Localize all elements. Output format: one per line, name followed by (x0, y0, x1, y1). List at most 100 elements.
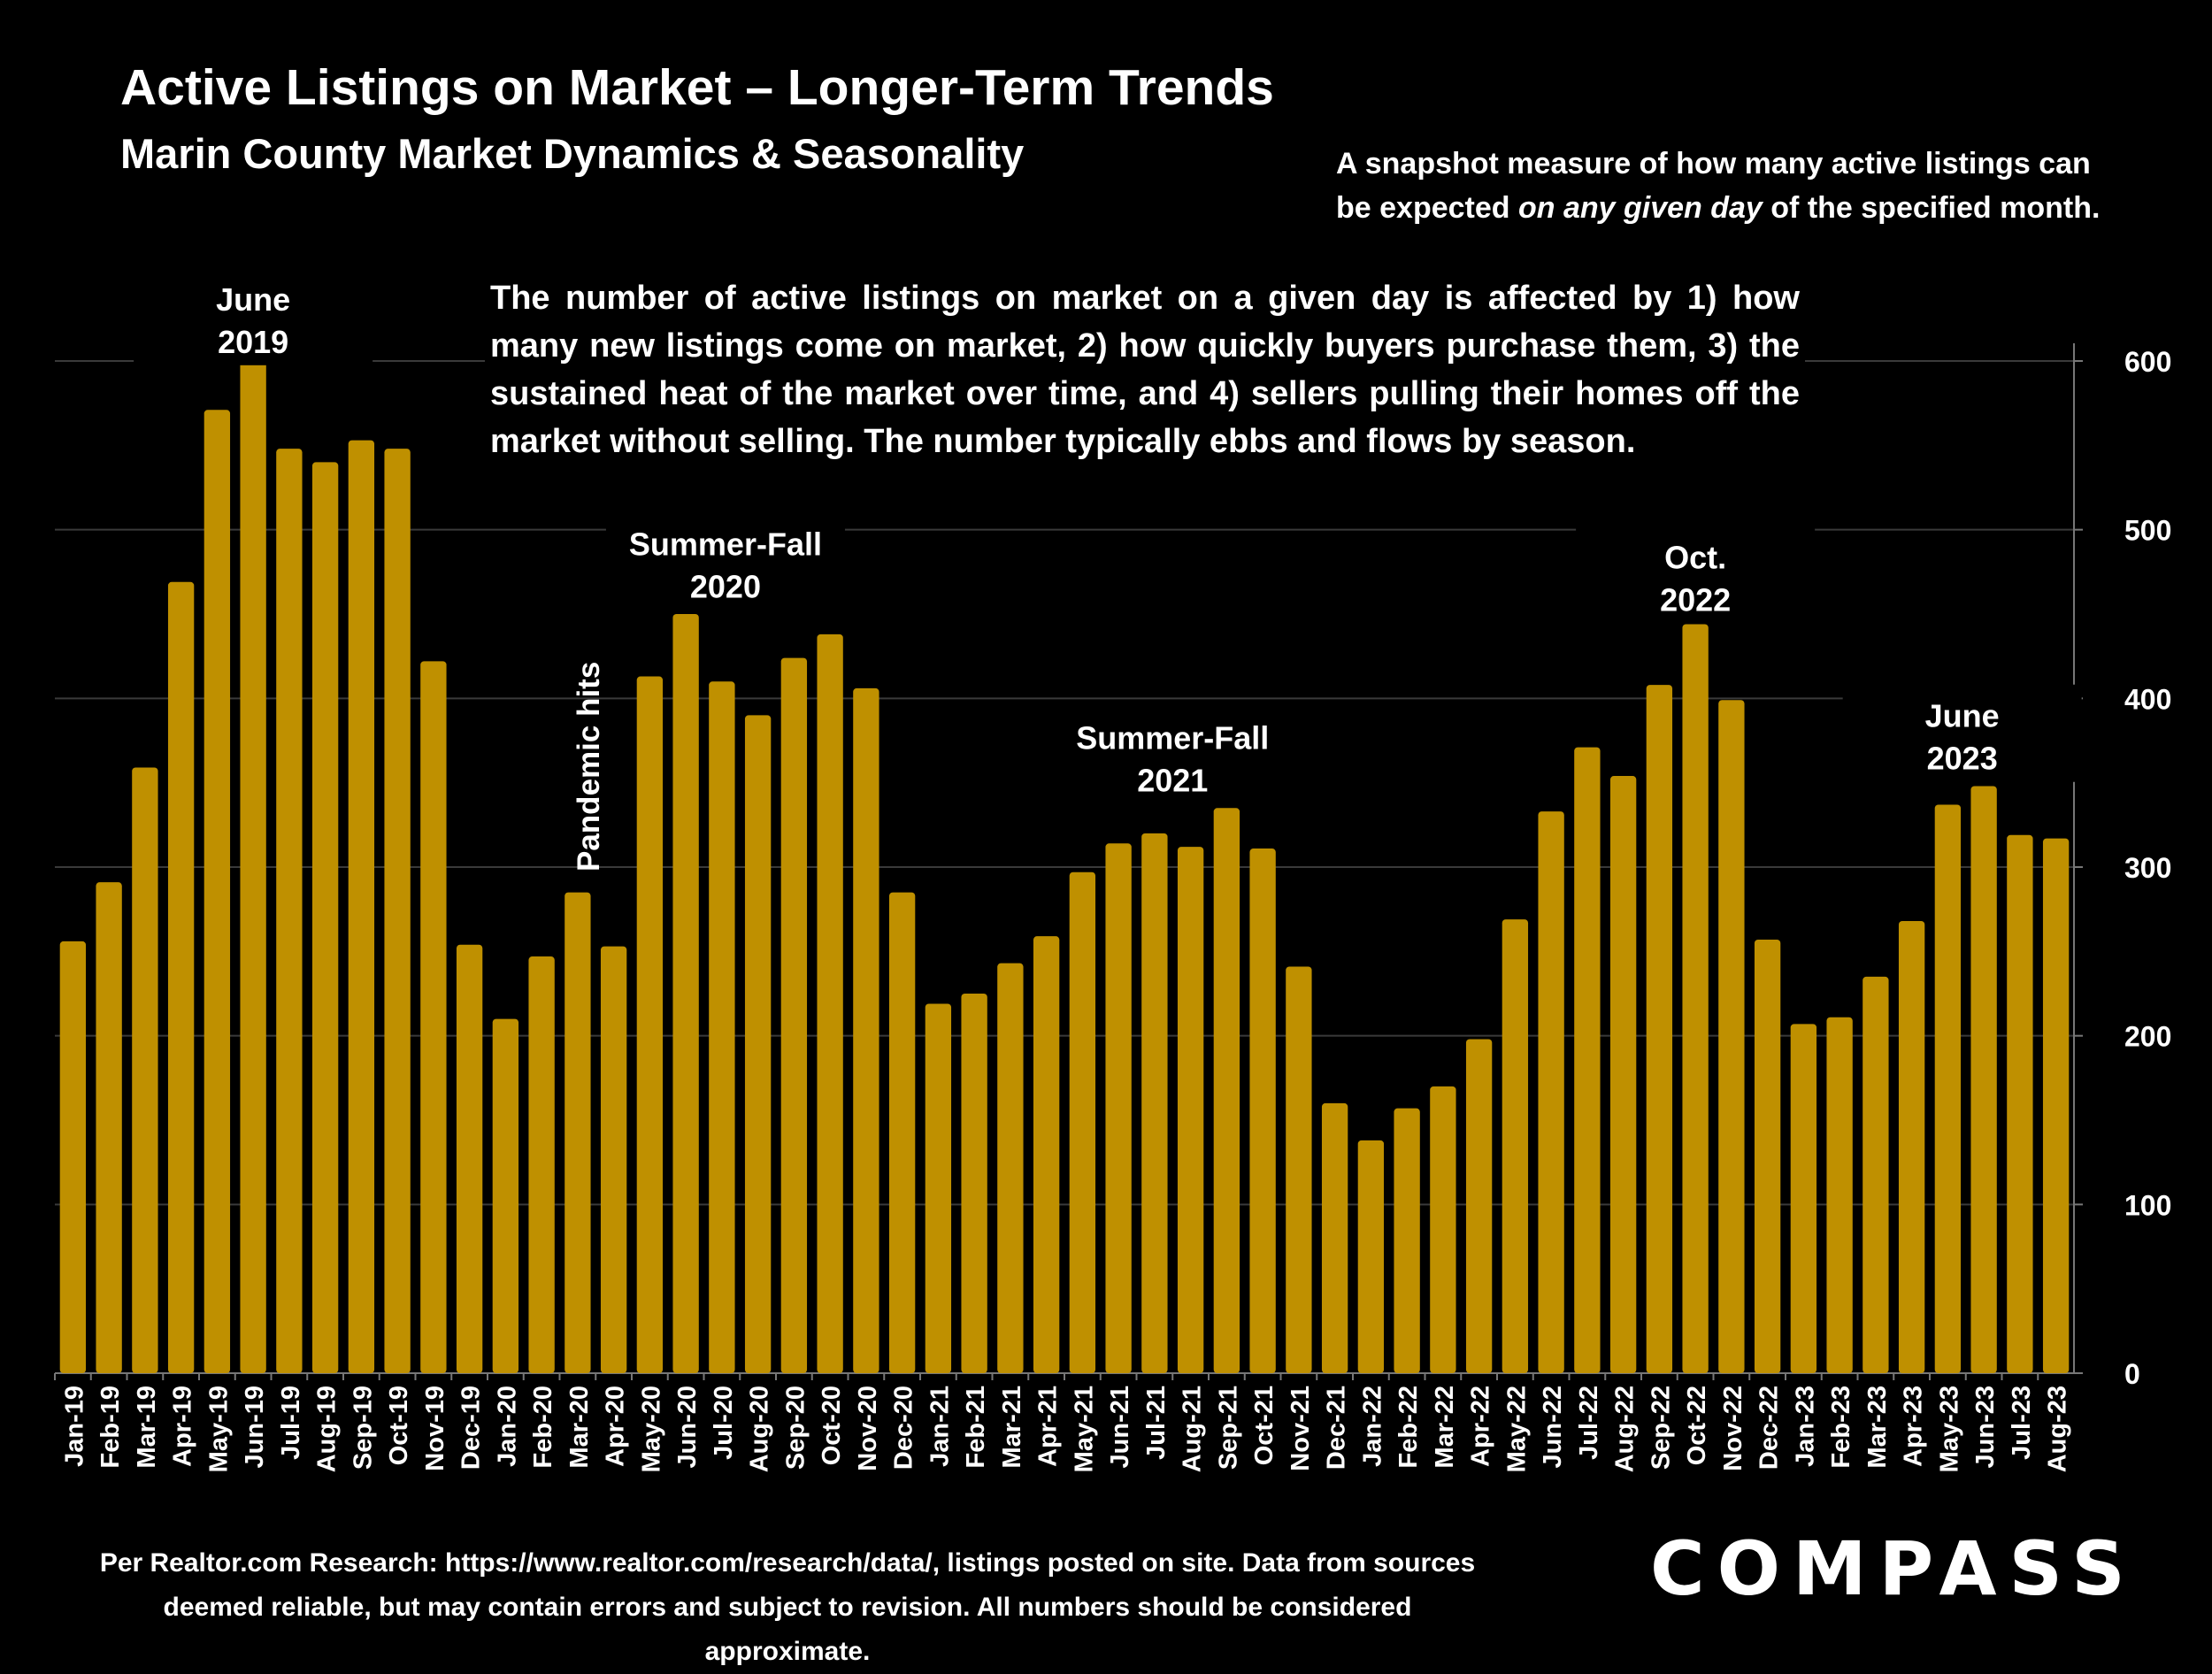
x-tick-label: Feb-22 (1394, 1386, 1423, 1468)
x-tick-label: Sep-21 (1214, 1386, 1242, 1470)
snapshot-note-suffix: of the specified month. (1762, 191, 2101, 225)
x-tick-label: Feb-19 (96, 1386, 125, 1468)
bar (2007, 834, 2033, 1373)
x-tick-label: Apr-23 (1900, 1386, 1928, 1467)
bar (1790, 1024, 1817, 1373)
bar (925, 1003, 952, 1373)
annotation: June 2023 (1842, 684, 2082, 782)
x-tick-label: Apr-22 (1467, 1386, 1495, 1467)
annotation-backdrop (1053, 706, 1293, 804)
annotation-label: Pandemic hits (572, 662, 606, 872)
bar (961, 994, 987, 1373)
bar (565, 892, 591, 1373)
x-tick-label: Jun-23 (1971, 1386, 2000, 1468)
bar (1863, 976, 1889, 1373)
annotation-backdrop (1842, 684, 2082, 782)
y-tick-label: 500 (2124, 515, 2171, 547)
x-tick-label: Feb-23 (1827, 1386, 1855, 1468)
annotation-label: 2021 (1137, 763, 1208, 799)
bar (1574, 747, 1601, 1373)
bar (1286, 966, 1312, 1373)
bar (528, 956, 555, 1373)
y-tick-label: 200 (2124, 1021, 2171, 1053)
bar (1538, 811, 1564, 1373)
x-tick-label: Mar-23 (1863, 1386, 1892, 1469)
x-tick-label: Jun-19 (241, 1386, 269, 1468)
bar (1718, 700, 1745, 1373)
x-tick-label: May-20 (637, 1386, 665, 1472)
x-tick-label: Oct-19 (385, 1386, 413, 1465)
x-tick-label: May-19 (204, 1386, 233, 1472)
x-tick-label: Jan-22 (1358, 1386, 1386, 1467)
x-tick-label: Oct-20 (818, 1386, 846, 1465)
bar (1249, 849, 1276, 1373)
bar (709, 681, 735, 1373)
annotation-label: Summer-Fall (629, 526, 822, 562)
bar (456, 944, 483, 1373)
bar (888, 892, 916, 1373)
annotation-label: 2019 (218, 324, 288, 360)
snapshot-note-prefix: A snapshot measure of how many active li… (1336, 147, 2091, 225)
x-tick-label: Apr-19 (169, 1386, 197, 1467)
snapshot-note-emphasis: on any given day (1517, 191, 1763, 225)
x-tick-label: Sep-19 (349, 1386, 377, 1470)
chart-description: The number of active listings on market … (485, 271, 1805, 469)
x-tick-label: Nov-21 (1286, 1386, 1315, 1471)
annotation-label: 2020 (690, 568, 761, 604)
bar (780, 657, 808, 1373)
bar (311, 462, 339, 1373)
snapshot-note: A snapshot measure of how many active li… (1336, 142, 2132, 230)
y-tick-label: 300 (2124, 852, 2171, 884)
x-tick-label: Aug-23 (2044, 1386, 2072, 1472)
annotation: June 2019 (134, 267, 373, 365)
x-tick-label: Feb-20 (529, 1386, 557, 1468)
x-tick-label: May-22 (1502, 1386, 1531, 1472)
bar (1465, 1039, 1493, 1373)
chart-subtitle: Marin County Market Dynamics & Seasonali… (120, 130, 1025, 177)
bar (1934, 804, 1962, 1373)
bar (997, 963, 1024, 1373)
x-tick-label: Dec-21 (1323, 1386, 1351, 1470)
x-tick-label: Jun-21 (1106, 1386, 1134, 1468)
bar (672, 614, 699, 1373)
source-footnote-line-1: Per Realtor.com Research: https://www.re… (99, 1548, 1476, 1578)
bar (853, 687, 879, 1373)
bar (1394, 1108, 1420, 1373)
x-tick-label: Jan-20 (493, 1386, 521, 1467)
x-tick-label: Mar-21 (998, 1386, 1026, 1469)
bar (1105, 843, 1132, 1373)
annotation-backdrop (134, 267, 373, 365)
bar (600, 946, 627, 1373)
x-tick-label: May-21 (1070, 1386, 1098, 1472)
x-tick-label: Jan-23 (1791, 1386, 1819, 1467)
bar (492, 1018, 519, 1373)
annotation: Summer-Fall 2021 (1053, 706, 1293, 804)
annotation-label: June (1925, 698, 2000, 734)
bar (744, 715, 772, 1373)
bar (240, 361, 266, 1373)
x-tick-label: Jan-21 (926, 1386, 954, 1467)
x-tick-label: Oct-22 (1683, 1386, 1711, 1465)
x-tick-label: Jun-22 (1539, 1386, 1567, 1468)
bar (1033, 936, 1060, 1373)
annotation-label: Summer-Fall (1076, 720, 1269, 756)
bar (1898, 921, 1925, 1373)
x-tick-label: Mar-19 (133, 1386, 161, 1469)
annotation-label: 2023 (1927, 741, 1998, 777)
x-tick-label: Apr-21 (1034, 1386, 1063, 1467)
x-tick-label: Nov-22 (1719, 1386, 1747, 1471)
x-tick-label: Dec-20 (890, 1386, 918, 1470)
x-tick-label: Jul-23 (2008, 1386, 2036, 1460)
active-listings-bar-chart: 0 100 200 300 400 500 600 Jan-19 Feb-19 Mar-19 Apr… (54, 267, 2172, 1473)
x-tick-label: Jun-20 (673, 1386, 702, 1468)
bar (384, 449, 411, 1373)
annotation-label: Oct. (1664, 540, 1726, 576)
bar (636, 676, 664, 1373)
x-tick-label: Dec-22 (1755, 1386, 1784, 1470)
annotation: Oct. 2022 (1576, 526, 1816, 624)
bar (1682, 624, 1709, 1373)
bar (96, 882, 122, 1373)
bar (167, 581, 195, 1373)
bar (132, 767, 158, 1373)
bar (1609, 776, 1637, 1373)
